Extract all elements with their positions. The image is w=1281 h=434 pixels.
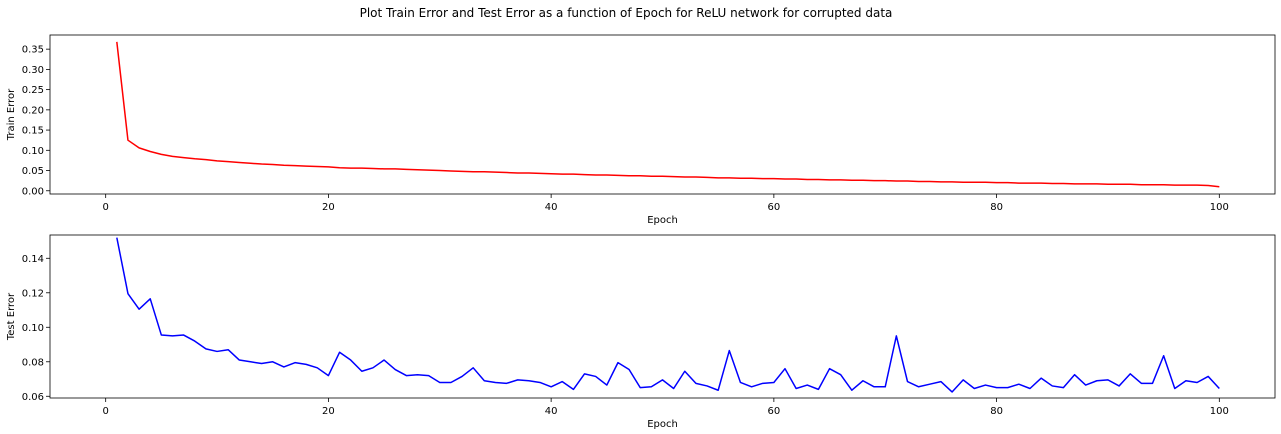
test-x-tick-label: 0 — [102, 406, 108, 417]
train-x-tick-label: 60 — [767, 202, 780, 213]
test-y-tick-label: 0.10 — [22, 323, 44, 334]
test-y-tick-label: 0.14 — [22, 254, 44, 265]
test-x-tick-label: 100 — [1210, 406, 1229, 417]
train-y-tick-label: 0.25 — [22, 85, 44, 96]
train-x-axis-label: Epoch — [647, 215, 678, 226]
train-x-tick-label: 0 — [102, 202, 108, 213]
test-y-tick-label: 0.08 — [22, 357, 44, 368]
train-y-tick-label: 0.20 — [22, 105, 44, 116]
test-x-tick-label: 80 — [990, 406, 1003, 417]
train-y-tick-label: 0.35 — [22, 45, 44, 56]
test-y-tick-label: 0.06 — [22, 392, 44, 403]
train-y-tick-label: 0.15 — [22, 126, 44, 137]
train-axes-frame — [49, 34, 1276, 195]
test-x-tick-label: 40 — [545, 406, 558, 417]
test-x-axis-label: Epoch — [647, 419, 678, 430]
train-x-tick-label: 80 — [990, 202, 1003, 213]
train-y-tick-label: 0.10 — [22, 146, 44, 157]
test-y-axis-label: Test Error — [6, 292, 17, 341]
test-error-axes: 0 20 40 60 80 100 0.06 0.08 0.10 0.12 0.14 Epoch Tes… — [6, 234, 1276, 430]
test-error-line — [116, 237, 1220, 393]
train-y-tick-label: 0.00 — [22, 186, 44, 197]
test-axes-frame — [49, 234, 1276, 399]
train-y-tick-label: 0.05 — [22, 166, 44, 177]
train-x-tick-label: 40 — [545, 202, 558, 213]
train-error-line — [116, 41, 1220, 188]
test-y-tick-label: 0.12 — [22, 288, 44, 299]
train-x-tick-label: 100 — [1210, 202, 1229, 213]
test-x-tick-label: 60 — [767, 406, 780, 417]
train-x-tick-label: 20 — [322, 202, 335, 213]
train-error-axes: 0 20 40 60 80 100 0.00 0.05 0.10 0.15 0.20 0.25 0.30… — [6, 34, 1276, 226]
test-x-tick-label: 20 — [322, 406, 335, 417]
figure-title: Plot Train Error and Test Error as a fun… — [360, 6, 893, 20]
train-y-axis-label: Train Error — [6, 88, 17, 141]
train-y-tick-label: 0.30 — [22, 65, 44, 76]
